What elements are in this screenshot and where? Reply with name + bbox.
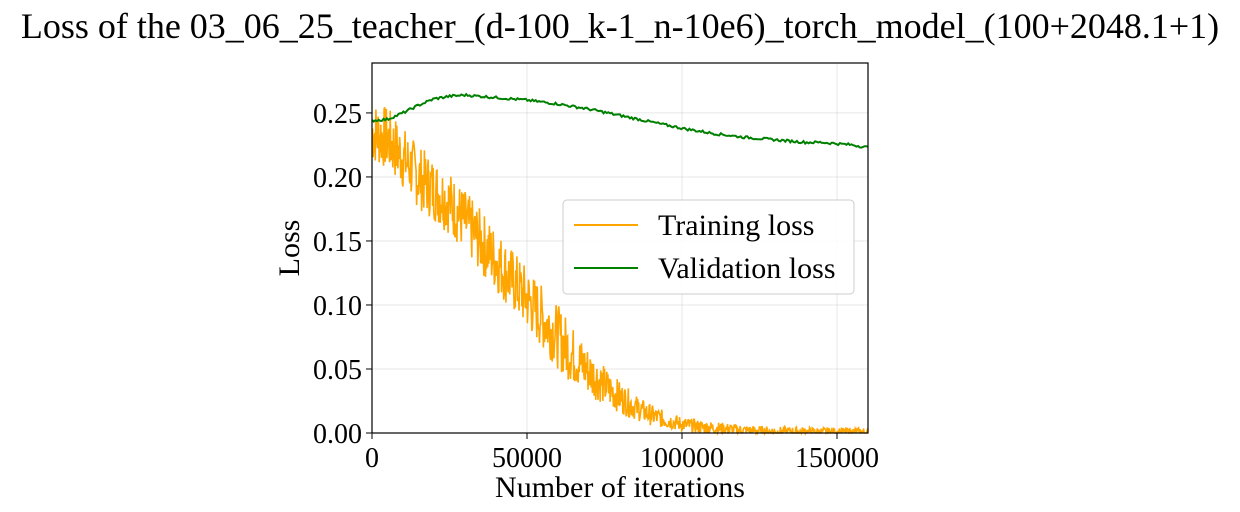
legend-box bbox=[562, 199, 855, 295]
series-line-validation bbox=[371, 92, 869, 149]
x-axis: 0 50000 100000 150000 bbox=[365, 433, 879, 474]
plot-area bbox=[371, 92, 869, 437]
x-tick-label: 150000 bbox=[795, 443, 879, 474]
x-tick-label: 50000 bbox=[492, 443, 562, 474]
y-tick-label: 0.20 bbox=[313, 163, 362, 194]
x-tick-label: 100000 bbox=[640, 443, 724, 474]
axes-frame bbox=[371, 62, 869, 434]
x-tick-label: 0 bbox=[365, 443, 379, 474]
series-line-training bbox=[371, 107, 869, 437]
y-tick-label: 0.00 bbox=[313, 419, 362, 450]
legend: Training loss Validation loss bbox=[562, 199, 855, 295]
legend-label-validation: Validation loss bbox=[658, 252, 836, 285]
y-axis-label: Loss bbox=[273, 220, 306, 277]
legend-label-training: Training loss bbox=[658, 209, 814, 242]
x-axis-label: Number of iterations bbox=[495, 471, 745, 504]
y-tick-label: 0.25 bbox=[313, 99, 362, 130]
y-tick-label: 0.05 bbox=[313, 355, 362, 386]
y-tick-label: 0.10 bbox=[313, 291, 362, 322]
y-axis: 0.00 0.05 0.10 0.15 0.20 0.25 bbox=[313, 99, 372, 450]
y-tick-label: 0.15 bbox=[313, 227, 362, 258]
chart-title: Loss of the 03_06_25_teacher_(d-100_k-1_… bbox=[21, 6, 1219, 46]
